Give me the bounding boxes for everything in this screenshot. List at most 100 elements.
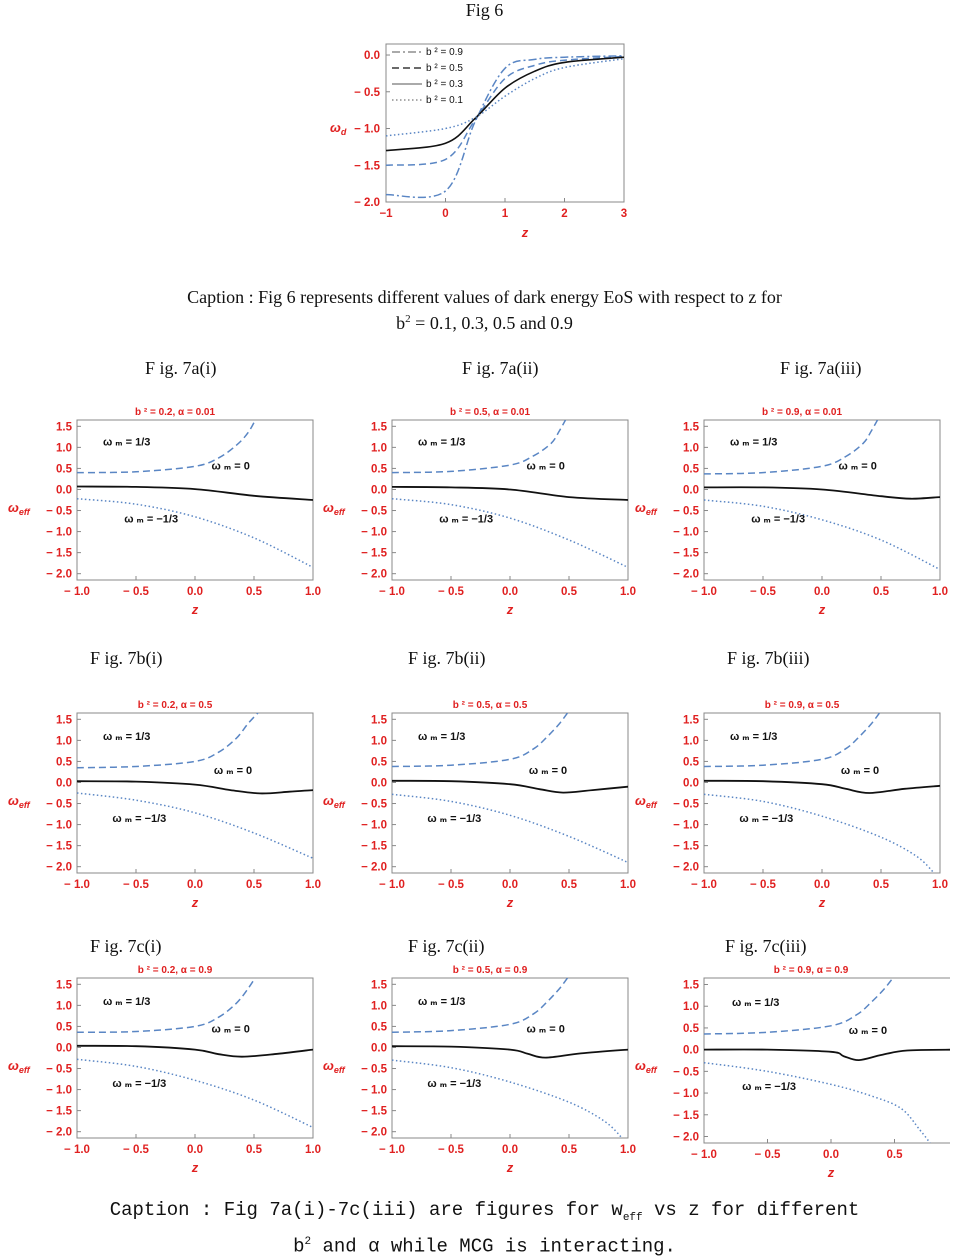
panel-ytick-label: 0.5 xyxy=(371,1021,388,1033)
panel-xtick-label: 0.5 xyxy=(887,1149,904,1161)
fig6-series-2 xyxy=(386,56,624,152)
fig6-ytick-label: − 1.5 xyxy=(354,160,381,172)
panel-title: b ² = 0.5, α = 0.5 xyxy=(453,700,528,711)
panel-chart: b ² = 0.9, α = 0.5 1.5 1.0 0.5 0.0 − 0.5 − 1.0… xyxy=(635,700,948,910)
panel-annotation: ω ₘ = 1/3 xyxy=(418,437,465,449)
panel-ytick-label: 1.0 xyxy=(371,442,387,454)
fig6-caption-line2: b2 = 0.1, 0.3, 0.5 and 0.9 xyxy=(396,313,573,333)
panel-chart: b ² = 0.9, α = 0.01 1.5 1.0 0.5 0.0 − 0.5 − 1.… xyxy=(635,407,948,617)
panel-xtick-label: 1.0 xyxy=(620,586,636,598)
panel-xtick-label: 0.0 xyxy=(187,586,203,598)
panel-xlabel: z xyxy=(827,1165,835,1180)
panel-xtick-label: 1.0 xyxy=(305,586,321,598)
panel-xtick-label: − 1.0 xyxy=(64,586,90,598)
panel-ytick-label: − 0.5 xyxy=(361,799,388,811)
panel-ytick-label: − 2.0 xyxy=(673,569,699,581)
panel-xtick-label: 0.0 xyxy=(502,586,518,598)
panel-ytick-label: 0.5 xyxy=(683,1023,700,1035)
panel-title: b ² = 0.9, α = 0.5 xyxy=(765,700,840,711)
panel-ytick-label: − 2.0 xyxy=(361,569,387,581)
panel-annotation: ω ₘ = 0 xyxy=(212,1023,250,1035)
fig6-legend-label: b ² = 0.3 xyxy=(426,79,463,90)
panel-series-1 xyxy=(392,1045,628,1059)
panel-label: F ig. 7b(ii) xyxy=(408,648,486,668)
panel-ytick-label: 1.0 xyxy=(56,1000,72,1012)
panel-xtick-label: − 0.5 xyxy=(438,1144,465,1156)
panel-title: b ² = 0.2, α = 0.9 xyxy=(138,965,213,976)
panel-xtick-label: − 1.0 xyxy=(691,586,717,598)
panel-annotation: ω ₘ = −1/3 xyxy=(439,513,493,525)
panel-ytick-label: − 1.0 xyxy=(46,527,72,539)
panel-series-0 xyxy=(704,420,879,475)
panel-ytick-label: − 1.0 xyxy=(361,527,387,539)
panel-ytick-label: − 2.0 xyxy=(46,1127,72,1139)
panel-chart: b ² = 0.5, α = 0.5 1.5 1.0 0.5 0.0 − 0.5 − 1.0… xyxy=(323,700,636,910)
fig7-caption: Caption : Fig 7a(i)-7c(iii) are figures … xyxy=(0,1198,969,1258)
panel-ytick-label: 1.0 xyxy=(56,442,72,454)
panel-ytick-label: − 0.5 xyxy=(46,1064,73,1076)
panel-ytick-label: 1.0 xyxy=(56,735,72,747)
panel-xtick-label: 0.0 xyxy=(187,1144,203,1156)
panel-ytick-label: − 2.0 xyxy=(673,1131,699,1143)
panel-xtick-label: − 1.0 xyxy=(64,879,90,891)
panel-ytick-label: − 0.5 xyxy=(673,1066,700,1078)
panel-ytick-label: − 1.5 xyxy=(361,1106,388,1118)
panel-xtick-label: − 1.0 xyxy=(691,879,717,891)
panel-xtick-label: − 0.5 xyxy=(123,586,150,598)
panel-ytick-label: − 0.5 xyxy=(46,506,73,518)
panel-chart: b ² = 0.2, α = 0.5 1.5 1.0 0.5 0.0 − 0.5 − 1.0… xyxy=(8,700,321,910)
panel-xtick-label: 0.5 xyxy=(561,1144,578,1156)
panel-ytick-label: 1.5 xyxy=(371,979,388,991)
panel-ylabel: ωeff xyxy=(323,1058,346,1075)
panel-series-1 xyxy=(77,1044,313,1058)
panel-series-1 xyxy=(77,780,313,795)
fig6-series-0 xyxy=(386,55,624,199)
panel-xtick-label: 0.5 xyxy=(246,586,263,598)
panel-series-2 xyxy=(704,1061,931,1143)
fig6-legend-label: b ² = 0.1 xyxy=(426,95,463,106)
panel-chart: b ² = 0.9, α = 0.9 1.5 1.0 0.5 0.0 − 0.5 − 1.0… xyxy=(635,965,950,1180)
panel-series-2 xyxy=(77,1058,313,1129)
fig6-xtick-label: 1 xyxy=(502,208,509,220)
panel-ytick-label: − 1.0 xyxy=(361,1085,387,1097)
panel-annotation: ω ₘ = 1/3 xyxy=(418,731,465,743)
panel-series-0 xyxy=(392,978,569,1034)
panel-ytick-label: 1.0 xyxy=(371,1000,387,1012)
panel-xtick-label: − 0.5 xyxy=(438,879,465,891)
panel-series-1 xyxy=(704,486,940,500)
panel-ytick-label: 0.0 xyxy=(371,484,387,496)
panel-xtick-label: − 1.0 xyxy=(379,586,405,598)
panel-label: F ig. 7a(i) xyxy=(145,358,217,378)
panel-chart: b ² = 0.5, α = 0.9 1.5 1.0 0.5 0.0 − 0.5 − 1.0… xyxy=(323,965,636,1175)
panel-chart: b ² = 0.2, α = 0.01 1.5 1.0 0.5 0.0 − 0.5 − 1.… xyxy=(8,407,321,617)
panel-ytick-label: − 2.0 xyxy=(46,862,72,874)
panel-xtick-label: − 1.0 xyxy=(379,879,405,891)
panel-xtick-label: 0.0 xyxy=(814,586,830,598)
panel-xtick-label: 0.0 xyxy=(502,1144,518,1156)
panel-xlabel: z xyxy=(191,602,199,617)
panel-annotation: ω ₘ = −1/3 xyxy=(742,1081,796,1093)
panel-ytick-label: − 0.5 xyxy=(361,1064,388,1076)
panel-series-1 xyxy=(392,779,628,794)
panel-ytick-label: − 1.5 xyxy=(673,548,700,560)
panel-ytick-label: − 0.5 xyxy=(361,506,388,518)
panel-ytick-label: 0.0 xyxy=(56,777,72,789)
panel-annotation: ω ₘ = −1/3 xyxy=(124,513,178,525)
panel-series-0 xyxy=(704,713,881,768)
panel-ytick-label: 1.0 xyxy=(683,735,699,747)
panel-ytick-label: 0.5 xyxy=(371,463,388,475)
panel-ytick-label: − 1.0 xyxy=(361,820,387,832)
panel-xtick-label: − 0.5 xyxy=(750,879,777,891)
panel-xtick-label: − 0.5 xyxy=(438,586,465,598)
panel-xtick-label: 0.5 xyxy=(246,1144,263,1156)
panel-title: b ² = 0.9, α = 0.01 xyxy=(762,407,843,418)
panel-annotation: ω ₘ = 1/3 xyxy=(418,996,465,1008)
fig6-caption: Caption : Fig 6 represents different val… xyxy=(0,286,969,334)
panel-annotation: ω ₘ = −1/3 xyxy=(427,813,481,825)
panel-annotation: ω ₘ = 0 xyxy=(527,461,565,473)
panel-ylabel: ωeff xyxy=(635,793,658,810)
panel-annotation: ω ₘ = −1/3 xyxy=(427,1078,481,1090)
panel-ytick-label: − 2.0 xyxy=(361,1127,387,1139)
panel-ylabel: ωeff xyxy=(8,500,31,517)
panel-xtick-label: 0.0 xyxy=(823,1149,839,1161)
